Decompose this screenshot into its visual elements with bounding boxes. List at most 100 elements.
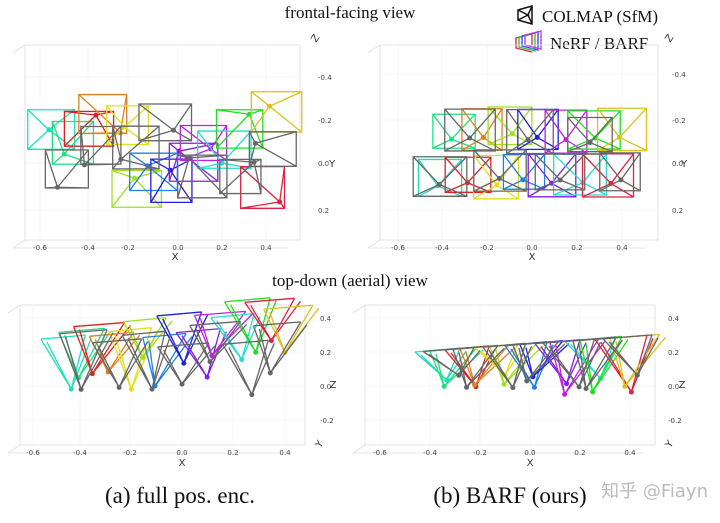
x-tick-label: -0.6 xyxy=(26,449,40,457)
camera-center xyxy=(93,112,99,118)
camera-center xyxy=(251,159,257,165)
caption: (a) full pos. enc. xyxy=(105,483,255,508)
camera-center xyxy=(509,131,515,137)
colmap-camera xyxy=(252,321,308,374)
camera-center xyxy=(592,135,598,141)
legend-icon xyxy=(515,30,542,53)
side-tick-label: -0.2 xyxy=(318,117,332,125)
estimated-camera xyxy=(27,109,76,150)
camera-center xyxy=(524,378,530,384)
camera-center xyxy=(249,392,255,398)
colmap-camera xyxy=(44,149,90,189)
colmap-camera xyxy=(222,339,275,396)
side-tick-label: -0.2 xyxy=(668,417,682,425)
estimated-camera xyxy=(527,153,577,198)
x-tick-label: -0.2 xyxy=(121,244,135,252)
colmap-camera xyxy=(572,336,623,390)
colmap-camera xyxy=(599,152,641,192)
x-axis-label: X xyxy=(527,458,534,469)
camera-center xyxy=(267,370,273,376)
x-axis-label: X xyxy=(179,458,186,469)
x-tick-label: -0.4 xyxy=(423,449,437,457)
x-tick-label: 0.0 xyxy=(526,244,537,252)
camera-center xyxy=(46,127,52,133)
side-axis-label: Y xyxy=(680,159,688,170)
x-axis-label: X xyxy=(172,252,179,263)
x-tick-label: -0.4 xyxy=(73,449,87,457)
estimated-camera xyxy=(263,304,320,354)
colmap-camera xyxy=(91,338,149,388)
camera-center xyxy=(118,156,124,162)
camera-center xyxy=(562,391,568,397)
estimated-camera xyxy=(51,120,95,165)
camera-center xyxy=(501,381,507,387)
estimated-camera xyxy=(193,310,253,357)
colmap-camera xyxy=(412,156,468,197)
camera-center xyxy=(277,199,283,205)
side-tick-label: 0.0 xyxy=(668,383,679,391)
colmap-camera xyxy=(444,108,496,152)
estimated-camera xyxy=(240,165,286,209)
axis-box xyxy=(367,44,659,249)
camera-center xyxy=(456,372,462,378)
plot-panel: -0.6 -0.4 -0.2 0.0 0.2 0.4 0.4 0.2 0.0 -0.2 X Z Y xyxy=(352,304,686,469)
x-tick-label: 0.0 xyxy=(524,449,535,457)
side-tick-label: 0.4 xyxy=(668,315,680,323)
camera-center xyxy=(121,124,127,130)
side-tick-label: 0.0 xyxy=(320,383,331,391)
side-tick-label: 0.0 xyxy=(672,160,683,168)
camera-center xyxy=(616,134,622,140)
x-tick-label: 0.2 xyxy=(571,244,582,252)
estimated-camera xyxy=(544,109,588,154)
legend-label: COLMAP (SfM) xyxy=(542,7,658,26)
camera-center xyxy=(252,140,258,146)
camera-poses xyxy=(27,91,303,209)
x-tick-label: -0.6 xyxy=(33,244,47,252)
x-tick-label: -0.6 xyxy=(391,244,405,252)
colmap-camera xyxy=(189,320,248,363)
camera-center xyxy=(132,175,138,181)
estimated-camera xyxy=(168,142,219,182)
plot-panel: -0.6 -0.4 -0.2 0.0 0.2 0.4 -0.4 -0.2 0.0 0.2 X Y Z xyxy=(12,32,336,263)
colmap-camera xyxy=(121,330,172,390)
axis-box xyxy=(352,304,656,454)
estimated-camera xyxy=(111,169,163,208)
estimated-camera xyxy=(596,107,648,152)
camera-center xyxy=(587,140,593,146)
side-tick-label: -0.2 xyxy=(672,117,686,125)
camera-center xyxy=(583,386,589,392)
camera-center xyxy=(68,386,74,392)
estimated-camera xyxy=(432,113,476,149)
x-tick-label: 0.2 xyxy=(574,449,585,457)
x-tick-label: -0.6 xyxy=(373,449,387,457)
x-tick-label: -0.2 xyxy=(480,244,494,252)
x-tick-label: -0.4 xyxy=(81,244,95,252)
colmap-camera xyxy=(482,342,533,388)
side-tick-label: 0.2 xyxy=(320,349,331,357)
x-axis-label: X xyxy=(529,252,536,263)
side-tick-label: 0.2 xyxy=(668,349,679,357)
camera-center xyxy=(207,359,213,365)
corner-axis-label: Z xyxy=(663,32,676,44)
camera-center xyxy=(179,381,185,387)
estimated-camera xyxy=(429,346,484,387)
watermark: 知乎 @Fiayn xyxy=(601,481,708,502)
camera-center xyxy=(531,384,537,390)
camera-center xyxy=(520,177,526,183)
side-tick-label: 0.0 xyxy=(318,160,329,168)
colmap-camera xyxy=(452,344,505,388)
side-tick-label: -0.4 xyxy=(672,71,686,79)
corner-axis-label: Y xyxy=(313,438,327,451)
camera-center xyxy=(441,383,447,389)
x-tick-label: 0.0 xyxy=(172,244,183,252)
camera-center xyxy=(246,111,252,117)
camera-center xyxy=(534,134,540,140)
colmap-camera xyxy=(512,340,566,382)
camera-center xyxy=(618,177,624,183)
camera-center xyxy=(149,386,155,392)
camera-center xyxy=(61,151,67,157)
camera-center xyxy=(472,382,478,388)
estimated-camera xyxy=(567,110,621,150)
camera-center xyxy=(590,389,596,395)
